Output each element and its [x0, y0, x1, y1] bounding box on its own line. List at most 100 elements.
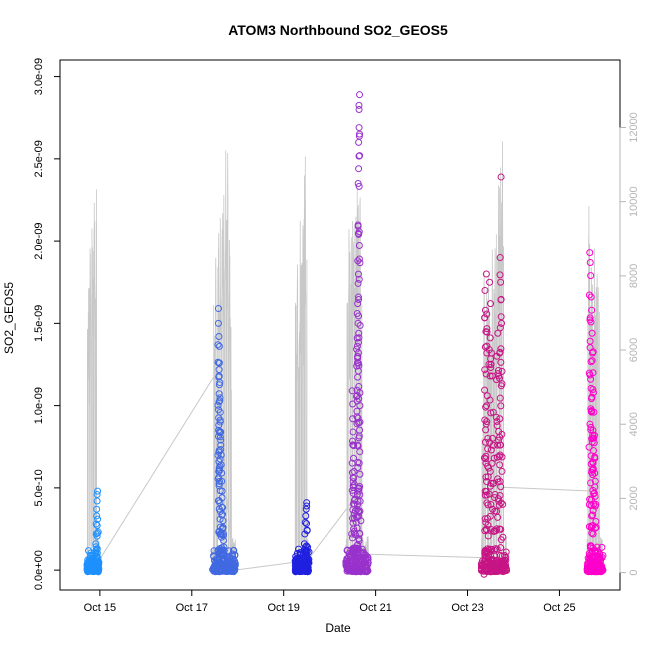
data-point: [589, 386, 597, 394]
data-point: [588, 357, 596, 365]
data-point: [214, 305, 222, 313]
left-tick-label: 2.0e-09: [33, 222, 45, 259]
data-point: [482, 270, 490, 278]
data-point: [484, 445, 492, 453]
right-tick-label: 2000: [628, 486, 640, 510]
data-point: [220, 530, 227, 538]
data-point: [358, 550, 366, 558]
data-point: [497, 313, 505, 321]
data-point: [350, 529, 358, 537]
data-point: [481, 286, 489, 294]
data-point: [354, 349, 362, 357]
data-point: [482, 403, 490, 411]
data-point: [486, 467, 494, 475]
data-point: [93, 490, 101, 498]
data-point: [487, 446, 495, 454]
data-point: [215, 366, 223, 374]
right-tick-label: 4000: [628, 412, 640, 436]
data-point: [481, 386, 489, 394]
data-point: [485, 464, 493, 472]
data-point: [353, 524, 361, 532]
data-point: [229, 563, 237, 571]
data-point: [589, 369, 597, 377]
data-point: [303, 527, 311, 535]
plot-frame: [59, 59, 621, 591]
data-point: [216, 397, 224, 405]
data-point: [355, 228, 363, 236]
series-3-points: [291, 499, 313, 576]
data-point: [498, 319, 506, 327]
data-point: [94, 487, 102, 495]
data-point: [490, 552, 498, 560]
data-point: [356, 91, 364, 99]
data-point: [356, 558, 364, 566]
data-point: [93, 532, 101, 540]
data-point: [591, 568, 599, 576]
data-point: [356, 259, 364, 267]
data-point: [215, 466, 223, 474]
data-point: [482, 473, 490, 481]
data-point: [355, 432, 363, 440]
data-point: [585, 291, 593, 299]
data-point: [364, 567, 372, 575]
data-point: [487, 360, 495, 368]
data-point: [349, 428, 357, 436]
data-point: [94, 515, 102, 523]
altitude-layer: [86, 141, 604, 573]
data-point: [93, 529, 101, 537]
data-point: [355, 362, 363, 370]
data-point: [496, 348, 504, 356]
data-point: [499, 533, 507, 541]
y-axis-label: SO2_GEOS5: [2, 282, 16, 354]
data-point: [216, 418, 224, 426]
data-point: [486, 334, 494, 342]
data-point: [350, 441, 358, 449]
data-point: [214, 451, 222, 459]
data-point: [480, 570, 488, 578]
data-point: [589, 465, 597, 473]
data-point: [483, 402, 491, 410]
data-point: [220, 537, 227, 545]
data-point: [586, 258, 594, 266]
data-point: [590, 489, 598, 497]
data-point: [345, 561, 353, 569]
data-point: [299, 561, 307, 569]
data-point: [215, 398, 223, 406]
data-point: [355, 329, 363, 337]
data-point: [588, 529, 596, 537]
data-point: [354, 545, 362, 553]
data-point: [350, 514, 358, 522]
data-point: [344, 558, 352, 566]
data-point: [497, 402, 505, 410]
x-tick-label: Oct 25: [543, 602, 575, 614]
data-point: [483, 478, 491, 486]
data-point: [484, 545, 492, 553]
data-point: [216, 433, 224, 441]
data-point: [498, 430, 506, 438]
data-point: [354, 367, 362, 375]
data-point: [592, 523, 600, 531]
series-6-points: [583, 249, 607, 576]
data-point: [586, 249, 594, 257]
data-point: [355, 242, 363, 250]
data-point: [486, 372, 494, 380]
data-point: [497, 358, 505, 366]
data-point: [93, 512, 101, 520]
data-point: [353, 345, 361, 353]
series-1-points: [83, 487, 103, 576]
right-tick-label: 12000: [628, 112, 640, 143]
data-point: [350, 474, 358, 482]
right-tick-label: 10000: [628, 186, 640, 217]
data-point: [303, 567, 311, 575]
x-axis-label: Date: [325, 621, 351, 635]
data-point: [588, 393, 596, 401]
altitude-trace-3: [294, 156, 310, 573]
data-point: [219, 523, 227, 531]
data-point: [591, 492, 599, 500]
data-point: [355, 255, 363, 263]
data-point: [588, 329, 596, 337]
x-tick-label: Oct 19: [267, 602, 299, 614]
data-point: [497, 296, 505, 304]
data-point: [210, 564, 218, 572]
